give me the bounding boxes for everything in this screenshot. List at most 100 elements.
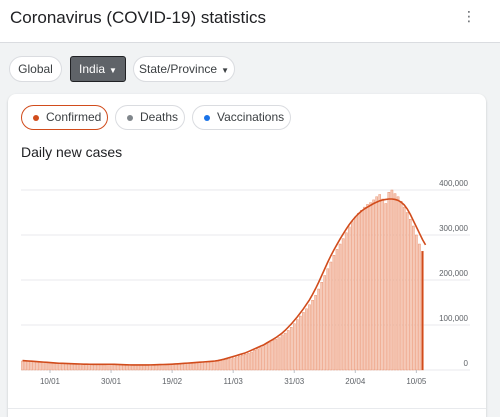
bar-day-21 bbox=[85, 363, 88, 371]
x-tick-label: 11/03 bbox=[223, 377, 243, 386]
bar-day-86 bbox=[283, 332, 287, 371]
bar-day-91 bbox=[299, 315, 302, 371]
bar-day-57 bbox=[195, 362, 198, 371]
bar-day-36 bbox=[131, 364, 134, 371]
bar-day-100 bbox=[326, 268, 330, 371]
bar-day-54 bbox=[186, 362, 189, 371]
bar-day-127 bbox=[408, 219, 412, 371]
bar-day-109 bbox=[354, 216, 357, 371]
bar-day-122 bbox=[393, 193, 397, 371]
bar-day-8 bbox=[45, 362, 49, 371]
bar-day-23 bbox=[91, 364, 95, 371]
y-tick-label: 300,000 bbox=[439, 224, 468, 233]
bar-day-41 bbox=[146, 364, 149, 371]
tab-state-province[interactable]: State/Province ▼ bbox=[133, 56, 235, 82]
bar-day-113 bbox=[366, 204, 369, 371]
y-tick-label: 100,000 bbox=[439, 314, 468, 323]
bar-day-76 bbox=[253, 349, 256, 371]
tab-global-label: Global bbox=[18, 62, 53, 76]
bar-day-25 bbox=[97, 364, 101, 371]
bar-day-95 bbox=[311, 300, 314, 371]
bar-day-40 bbox=[143, 364, 146, 371]
bar-day-116 bbox=[375, 196, 378, 371]
bar-day-118 bbox=[381, 198, 385, 371]
bar-day-30 bbox=[112, 364, 116, 371]
header-bar: Coronavirus (COVID-19) statistics ⋮ bbox=[0, 0, 500, 43]
bar-day-12 bbox=[57, 363, 61, 371]
bar-day-6 bbox=[39, 361, 43, 371]
bar-day-42 bbox=[149, 364, 153, 371]
bar-day-15 bbox=[67, 363, 70, 371]
bar-day-55 bbox=[189, 362, 192, 371]
tab-global[interactable]: Global bbox=[9, 56, 62, 82]
bar-day-111 bbox=[360, 210, 363, 371]
bar-day-99 bbox=[323, 275, 327, 371]
bar-day-69 bbox=[231, 357, 235, 371]
bar-day-46 bbox=[161, 364, 165, 371]
bar-day-83 bbox=[274, 339, 278, 371]
bar-day-104 bbox=[338, 243, 342, 371]
bar-day-9 bbox=[48, 362, 52, 371]
deaths-dot-icon bbox=[127, 115, 133, 121]
bar-day-65 bbox=[219, 360, 223, 371]
chevron-down-icon: ▼ bbox=[109, 66, 117, 75]
bar-day-3 bbox=[30, 361, 33, 371]
y-tick-label: 400,000 bbox=[439, 180, 468, 188]
bar-day-11 bbox=[54, 362, 58, 371]
bar-day-71 bbox=[238, 355, 241, 371]
bar-day-88 bbox=[289, 327, 293, 371]
bar-day-93 bbox=[305, 308, 308, 371]
bar-day-0 bbox=[21, 360, 24, 371]
bar-day-17 bbox=[73, 363, 76, 371]
bar-day-53 bbox=[183, 363, 186, 371]
confirmed-dot-icon bbox=[33, 115, 39, 121]
chip-vaccinations[interactable]: Vaccinations bbox=[192, 105, 291, 130]
bar-day-35 bbox=[128, 364, 131, 371]
vaccinations-dot-icon bbox=[204, 115, 210, 121]
bar-day-10 bbox=[51, 362, 55, 371]
bar-day-1 bbox=[24, 361, 27, 371]
bar-day-16 bbox=[70, 363, 73, 371]
chip-confirmed[interactable]: Confirmed bbox=[21, 105, 108, 130]
bar-day-66 bbox=[222, 359, 226, 371]
bar-day-126 bbox=[405, 212, 409, 371]
daily-cases-chart[interactable]: 0 100,000 200,000 300,000 400,000 10/01 30/01 1… bbox=[0, 180, 500, 400]
bar-day-107 bbox=[347, 226, 351, 371]
bar-day-75 bbox=[250, 351, 253, 371]
tab-india-label: India bbox=[79, 62, 106, 76]
bar-day-108 bbox=[350, 221, 354, 371]
bar-day-130 bbox=[418, 243, 421, 371]
bar-day-67 bbox=[225, 358, 229, 371]
chip-deaths-label: Deaths bbox=[140, 110, 179, 124]
bar-day-34 bbox=[125, 364, 128, 371]
bar-day-48 bbox=[167, 364, 171, 371]
chip-deaths[interactable]: Deaths bbox=[115, 105, 185, 130]
bar-day-123 bbox=[396, 196, 400, 371]
bar-day-32 bbox=[118, 364, 122, 371]
bar-day-64 bbox=[216, 360, 220, 371]
bar-day-89 bbox=[292, 323, 296, 371]
bar-day-37 bbox=[134, 364, 137, 371]
bar-day-39 bbox=[140, 364, 143, 371]
bar-day-87 bbox=[286, 330, 290, 371]
bar-day-49 bbox=[170, 363, 174, 371]
bar-day-62 bbox=[210, 361, 214, 371]
bar-day-92 bbox=[302, 312, 305, 371]
bar-day-78 bbox=[259, 347, 262, 371]
bar-day-63 bbox=[213, 361, 217, 371]
bar-day-24 bbox=[94, 364, 98, 371]
bar-day-103 bbox=[335, 249, 339, 371]
tab-india[interactable]: India ▼ bbox=[70, 56, 126, 82]
bar-day-72 bbox=[241, 354, 244, 371]
page-title: Coronavirus (COVID-19) statistics bbox=[10, 8, 267, 27]
bar-day-52 bbox=[180, 363, 183, 371]
bar-day-110 bbox=[357, 213, 360, 371]
bar-day-79 bbox=[262, 345, 265, 371]
more-options-icon[interactable]: ⋮ bbox=[462, 8, 478, 24]
bar-day-47 bbox=[164, 364, 168, 371]
y-tick-label: 200,000 bbox=[439, 269, 468, 278]
x-tick-label: 10/01 bbox=[40, 377, 61, 386]
bar-day-59 bbox=[201, 361, 204, 371]
bar-day-125 bbox=[402, 206, 406, 371]
bar-day-26 bbox=[100, 364, 104, 371]
